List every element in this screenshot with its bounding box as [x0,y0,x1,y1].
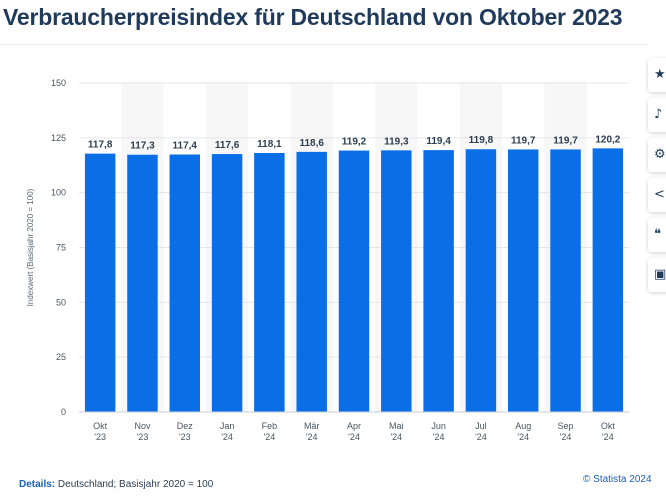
share-icon[interactable]: < [648,178,666,212]
bar [508,149,539,412]
x-tick-label-year: '24 [602,432,614,442]
bar [592,148,624,412]
x-tick-label-year: '24 [221,432,233,442]
bar-value-label: 119,2 [342,137,367,148]
bar [296,151,327,412]
x-tick-label: Apr [347,421,361,431]
x-tick-label-year: '24 [560,432,572,442]
bar-value-label: 118,1 [257,139,282,150]
y-tick-label: 0 [61,407,66,417]
x-tick-label: Feb [262,421,278,431]
x-tick-label: Mär [304,421,320,431]
x-tick-label-year: '24 [348,432,360,442]
bar-value-label: 117,4 [173,141,198,152]
bar-value-label: 117,6 [215,140,240,151]
x-tick-label-year: '23 [179,432,191,442]
chart-card: 0 25 50 75 100 125 150 Indexwert (Basisjahr 202… [0,44,648,470]
bar [254,152,285,412]
y-tick-label: 100 [51,188,66,198]
bar-value-label: 117,8 [88,140,113,151]
side-toolbar: ★ ♪ ⚙ < ❝ ▣ [648,58,666,298]
y-tick-label: 50 [56,297,66,307]
page-title: Verbraucherpreisindex für Deutschland vo… [3,4,623,30]
y-tick-label: 75 [56,243,66,253]
details-text: Deutschland; Basisjahr 2020 = 100 [57,479,214,490]
bar [169,154,200,412]
gear-icon[interactable]: ⚙ [648,138,666,172]
star-icon[interactable]: ★ [648,58,666,92]
x-tick-label: Okt [601,421,616,431]
x-tick-label-year: '24 [517,432,529,442]
x-tick-label: Jul [475,421,487,431]
bar-value-label: 119,3 [384,136,409,147]
x-tick-label: Jan [220,421,235,431]
bar [423,150,454,412]
x-tick-label: Nov [134,421,151,431]
y-tick-label: 125 [51,133,66,143]
bar [550,149,581,412]
details-label: Details: [19,479,56,490]
x-tick-label-year: '23 [137,432,149,442]
bar-value-label: 118,6 [299,138,324,149]
bar-chart: 0 25 50 75 100 125 150 Indexwert (Basisjahr 202… [26,78,629,442]
bar-value-label: 119,8 [469,135,494,146]
copyright-link[interactable]: © Statista 2024 [583,474,652,485]
bar [381,150,412,412]
x-tick-label: Jun [431,421,446,431]
details-note: Details: Deutschland; Basisjahr 2020 = 1… [19,479,213,490]
bell-icon[interactable]: ♪ [648,98,666,132]
bar-value-label: 119,4 [426,136,451,147]
x-tick-label-year: '24 [390,432,402,442]
bar [84,153,116,412]
x-tick-label: Sep [558,421,574,431]
x-tick-label-year: '24 [433,432,445,442]
bar-value-label: 119,7 [553,135,578,146]
x-tick-label-year: '24 [306,432,318,442]
x-tick-label: Mai [389,421,404,431]
bar-value-label: 120,2 [595,134,620,145]
x-tick-label: Dez [177,421,194,431]
x-tick-label: Aug [515,421,531,431]
bar [465,149,497,412]
y-tick-label: 25 [56,352,66,362]
y-tick-label: 150 [51,78,66,88]
y-axis-label: Indexwert (Basisjahr 2020 = 100) [26,188,35,306]
x-tick-label-year: '24 [475,432,487,442]
print-icon[interactable]: ▣ [648,258,666,292]
bar [127,154,158,413]
x-tick-label-year: '24 [264,432,276,442]
x-tick-label-year: '23 [94,432,106,442]
bar [338,150,370,412]
bar [211,154,243,412]
bar-value-label: 119,7 [511,135,536,146]
quote-icon[interactable]: ❝ [648,218,666,252]
x-tick-label: Okt [93,421,108,431]
bar-value-label: 117,3 [130,141,155,152]
